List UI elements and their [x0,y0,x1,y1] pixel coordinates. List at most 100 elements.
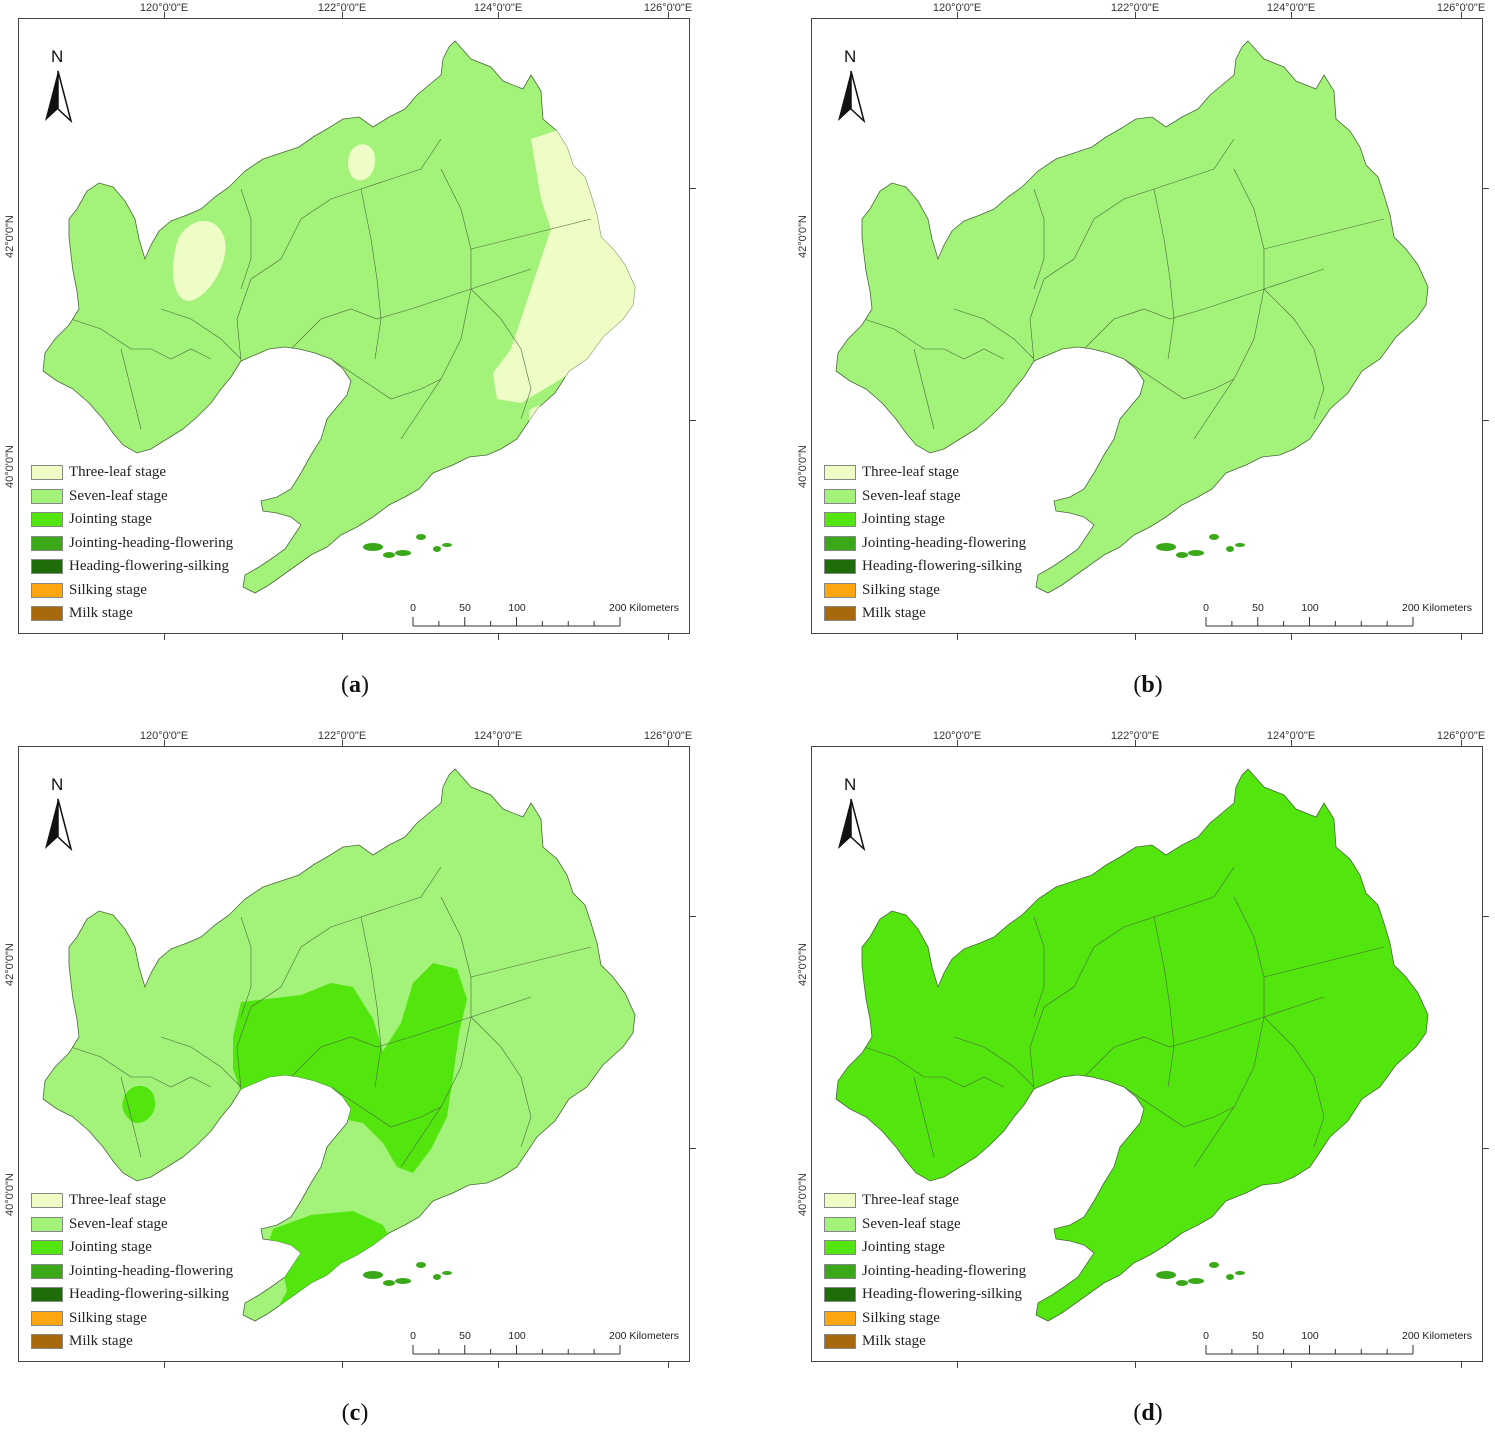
legend-swatch [31,1193,63,1209]
legend-swatch [31,1216,63,1232]
island [433,1274,441,1280]
graticule-tick [1461,1362,1462,1368]
island [1209,534,1219,540]
longitude-label: 124°0'0"E [473,730,523,742]
graticule-tick [498,1362,499,1368]
scale-bar: 0 50 100 200 Kilometers [1202,1330,1482,1360]
legend-item: Milk stage [31,1330,233,1354]
legend-label: Jointing-heading-flowering [862,534,1027,551]
legend-swatch [824,1216,856,1232]
legend-swatch [824,559,856,575]
graticule-tick [690,188,696,189]
legend-swatch [31,606,63,622]
legend-swatch [31,535,63,551]
map-frame: N Three-leaf stage Seven-leaf stage Jointin… [811,18,1483,634]
legend-swatch [31,1310,63,1326]
north-letter: N [844,47,857,66]
island [363,1271,383,1279]
legend-label: Three-leaf stage [69,1192,167,1209]
longitude-label: 120°0'0"E [932,2,982,14]
graticule-tick [668,12,669,18]
latitude-label: 40°0'0"N [4,445,16,488]
island [1176,1280,1188,1286]
legend: Three-leaf stage Seven-leaf stage Jointing… [824,1189,1026,1354]
legend-label: Milk stage [69,1333,133,1350]
scale-label: 0 [410,1330,416,1342]
island [1235,543,1245,547]
island [1188,1278,1204,1284]
legend-item: Jointing stage [31,1236,233,1260]
graticule-tick [164,12,165,18]
island [1188,550,1204,556]
longitude-label: 126°0'0"E [643,2,693,14]
scale-label: 50 [1252,602,1264,614]
legend-label: Silking stage [69,1309,147,1326]
longitude-label: 126°0'0"E [643,730,693,742]
legend-label: Milk stage [862,1333,926,1350]
island [416,1262,426,1268]
scale-label: 0 [1203,602,1209,614]
panel-caption: (b) [1133,672,1163,698]
legend-item: Heading-flowering-silking [31,1283,233,1307]
graticule-tick [342,740,343,746]
province-map [42,768,636,1322]
island [1209,1262,1219,1268]
legend-swatch [31,1240,63,1256]
legend-label: Silking stage [69,581,147,598]
county-borders [70,866,592,1168]
legend-item: Milk stage [31,602,233,626]
stage-patch [173,220,226,301]
graticule-tick [1291,740,1292,746]
legend-swatch [824,606,856,622]
legend-label: Heading-flowering-silking [862,1286,1022,1303]
map-frame: N Three-leaf stage Seven-leaf stage Jointin… [18,18,690,634]
legend-swatch [31,1287,63,1303]
graticule-tick [1135,1362,1136,1368]
longitude-label: 122°0'0"E [317,730,367,742]
graticule-tick [957,634,958,640]
graticule-tick [1135,12,1136,18]
scale-bar: 0 50 100 200 Kilometers [409,1330,689,1360]
legend-item: Jointing-heading-flowering [824,532,1026,556]
legend-item: Jointing-heading-flowering [31,532,233,556]
graticule-tick [498,12,499,18]
legend-swatch [824,465,856,481]
latitude-label: 42°0'0"N [797,943,809,986]
province-map [42,40,636,594]
north-letter: N [844,775,857,794]
legend-item: Three-leaf stage [31,461,233,485]
latitude-label: 40°0'0"N [797,445,809,488]
stage-patch [529,406,550,431]
scale-label: 50 [459,1330,471,1342]
county-borders [70,138,592,440]
province-base-region [835,768,1429,1322]
map-frame: N Three-leaf stage Seven-leaf stage Jointin… [811,746,1483,1362]
scale-label: 0 [1203,1330,1209,1342]
county-borders [863,866,1385,1168]
longitude-label: 120°0'0"E [139,2,189,14]
stage-patch [348,144,376,181]
latitude-label: 40°0'0"N [797,1173,809,1216]
scale-label: 50 [459,602,471,614]
island [433,546,441,552]
north-arrow-icon: N [834,775,868,852]
legend-label: Jointing-heading-flowering [862,1262,1027,1279]
legend-label: Seven-leaf stage [69,1215,168,1232]
legend-label: Milk stage [69,605,133,622]
graticule-tick [1461,740,1462,746]
legend-swatch [31,1334,63,1350]
legend-swatch [824,1263,856,1279]
panel-caption: (a) [341,672,369,698]
graticule-tick [957,1362,958,1368]
legend-label: Jointing stage [862,511,945,528]
scale-label: 200 Kilometers [609,1330,680,1342]
legend-label: Heading-flowering-silking [69,1286,229,1303]
legend-swatch [31,488,63,504]
legend-item: Three-leaf stage [31,1189,233,1213]
province-map [835,40,1429,594]
graticule-tick [690,916,696,917]
longitude-label: 126°0'0"E [1436,730,1486,742]
map-panel-d: 120°0'0"E 122°0'0"E 124°0'0"E 126°0'0"E 42°0… [793,728,1495,1456]
stage-patch [122,1085,156,1123]
panel-caption: (c) [341,1400,369,1426]
